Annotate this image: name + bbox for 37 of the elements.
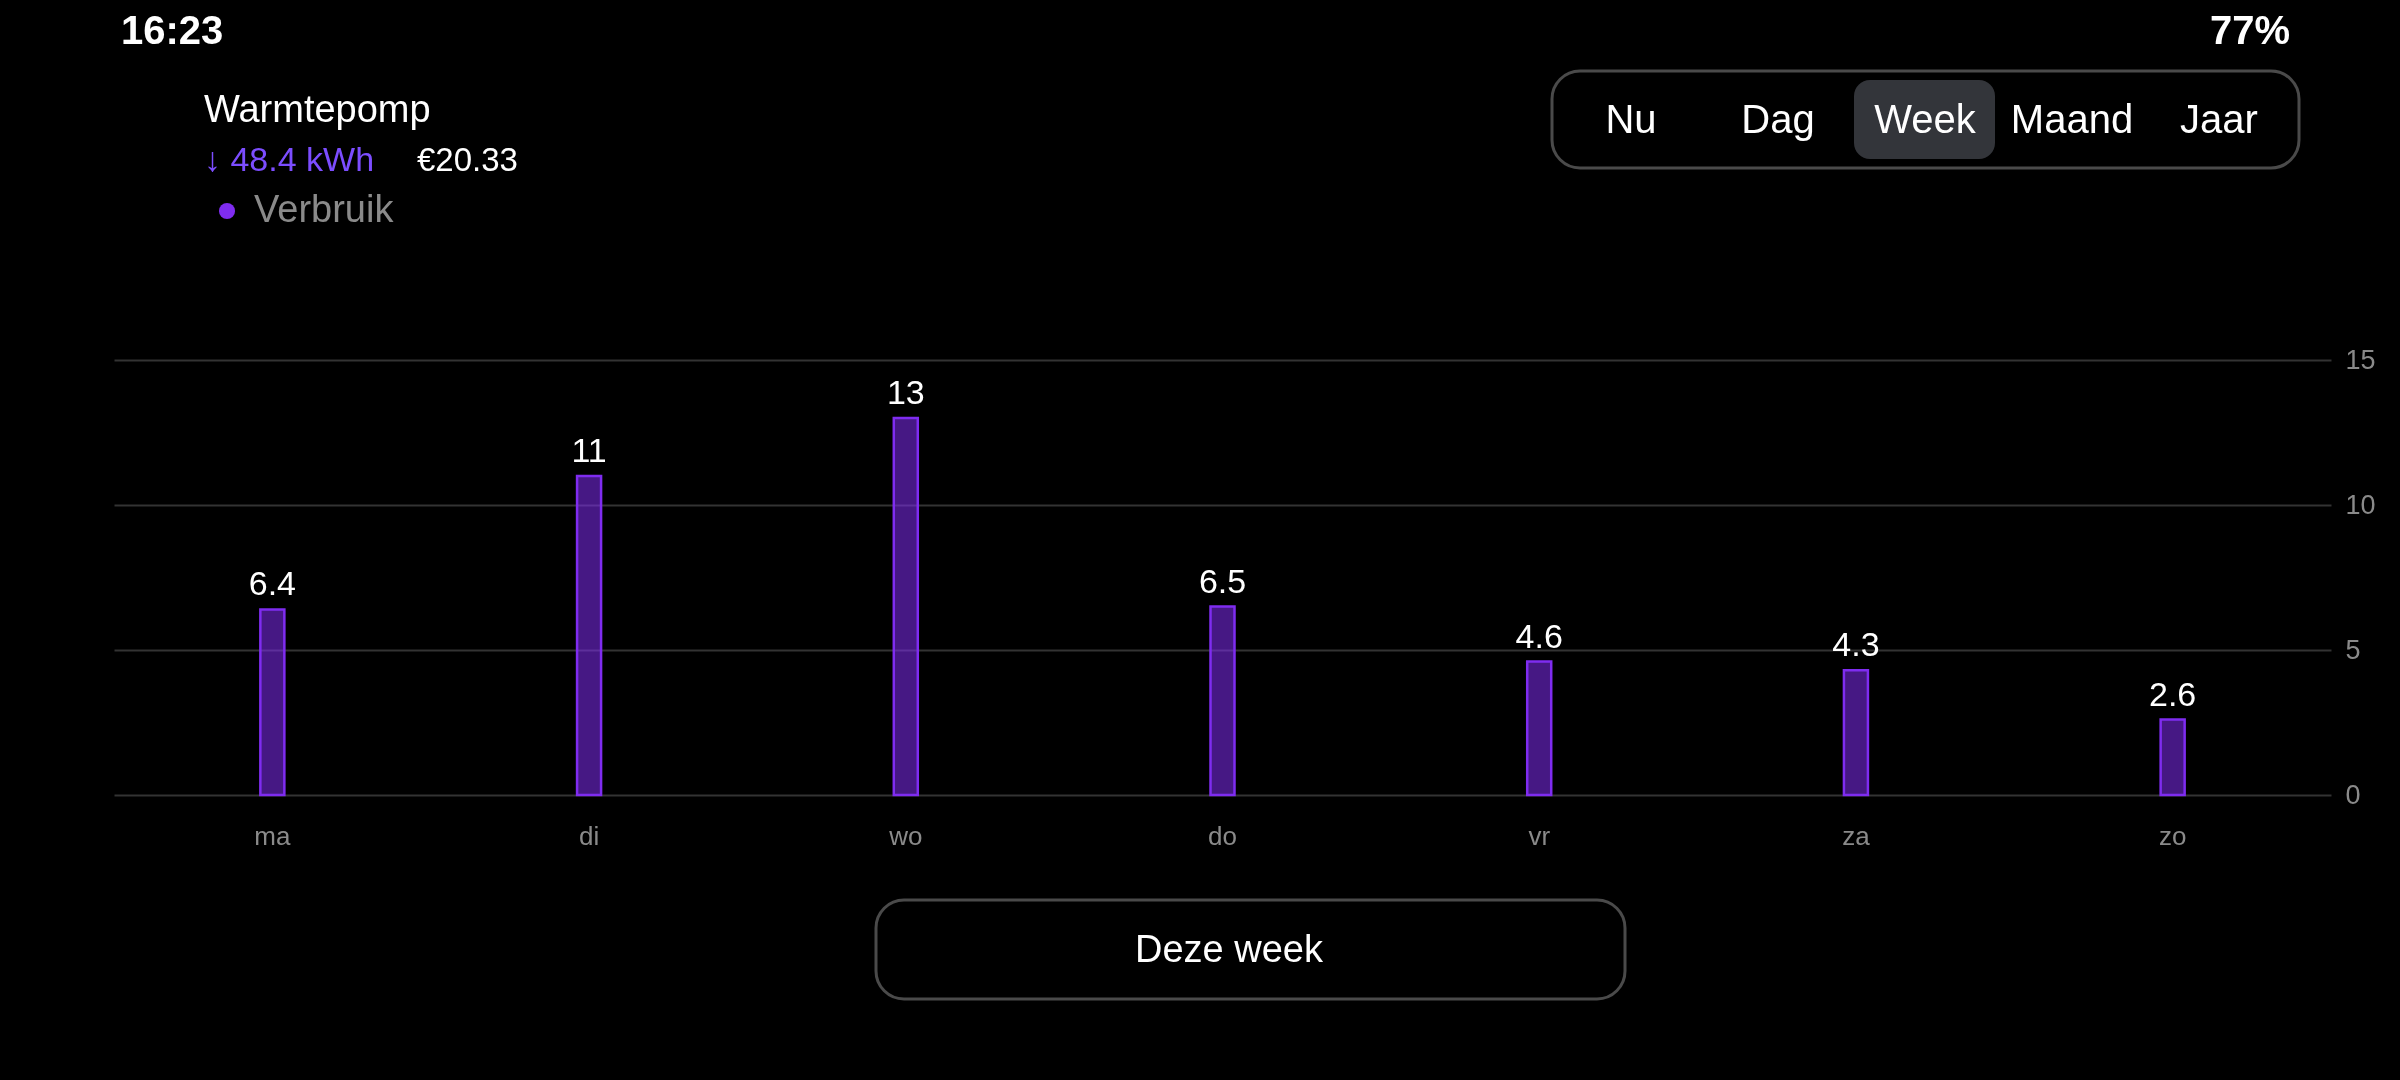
text: Deze week	[1135, 928, 1324, 970]
bar	[1525, 660, 1553, 797]
x-tick-label: zo	[2158, 820, 2187, 851]
text: 16:23	[121, 8, 224, 52]
text: 77%	[2209, 8, 2290, 52]
bar	[1209, 605, 1236, 797]
y-tick-label: 10	[2345, 489, 2376, 520]
data-label: 2.6	[2149, 674, 2197, 713]
y-tick-label: 0	[2345, 779, 2361, 810]
text: €20.33	[417, 141, 518, 178]
text: Nu	[1605, 97, 1657, 141]
text: Dag	[1741, 97, 1815, 141]
data-label: 11	[571, 431, 607, 469]
x-tick-label: vr	[1528, 820, 1551, 851]
x-tick-label: di	[578, 820, 600, 851]
bar	[1842, 669, 1870, 797]
bar	[575, 474, 603, 797]
x-tick-label: za	[1842, 820, 1871, 851]
bar	[2159, 718, 2186, 797]
x-tick-label: wo	[888, 820, 923, 851]
x-tick-label: ma	[254, 820, 291, 851]
data-label: 4.3	[1832, 625, 1880, 664]
data-label: 13	[886, 373, 925, 411]
text: Jaar	[2180, 97, 2258, 141]
bar	[259, 608, 286, 797]
data-label: 6.4	[248, 564, 296, 603]
chart-subtitle: ↓ 48.4 kWh	[204, 140, 375, 178]
bar	[892, 416, 920, 797]
text: Week	[1874, 97, 1977, 141]
x-tick-label: do	[1208, 820, 1237, 851]
y-tick-label: 15	[2345, 344, 2376, 375]
data-label: 6.5	[1198, 561, 1247, 600]
text: Maand	[2010, 97, 2134, 141]
data-label: 4.6	[1515, 616, 1563, 655]
y-tick-label: 5	[2345, 634, 2361, 665]
legend-label: Verbruik	[254, 188, 395, 230]
chart-title: Warmtepomp	[204, 88, 431, 130]
